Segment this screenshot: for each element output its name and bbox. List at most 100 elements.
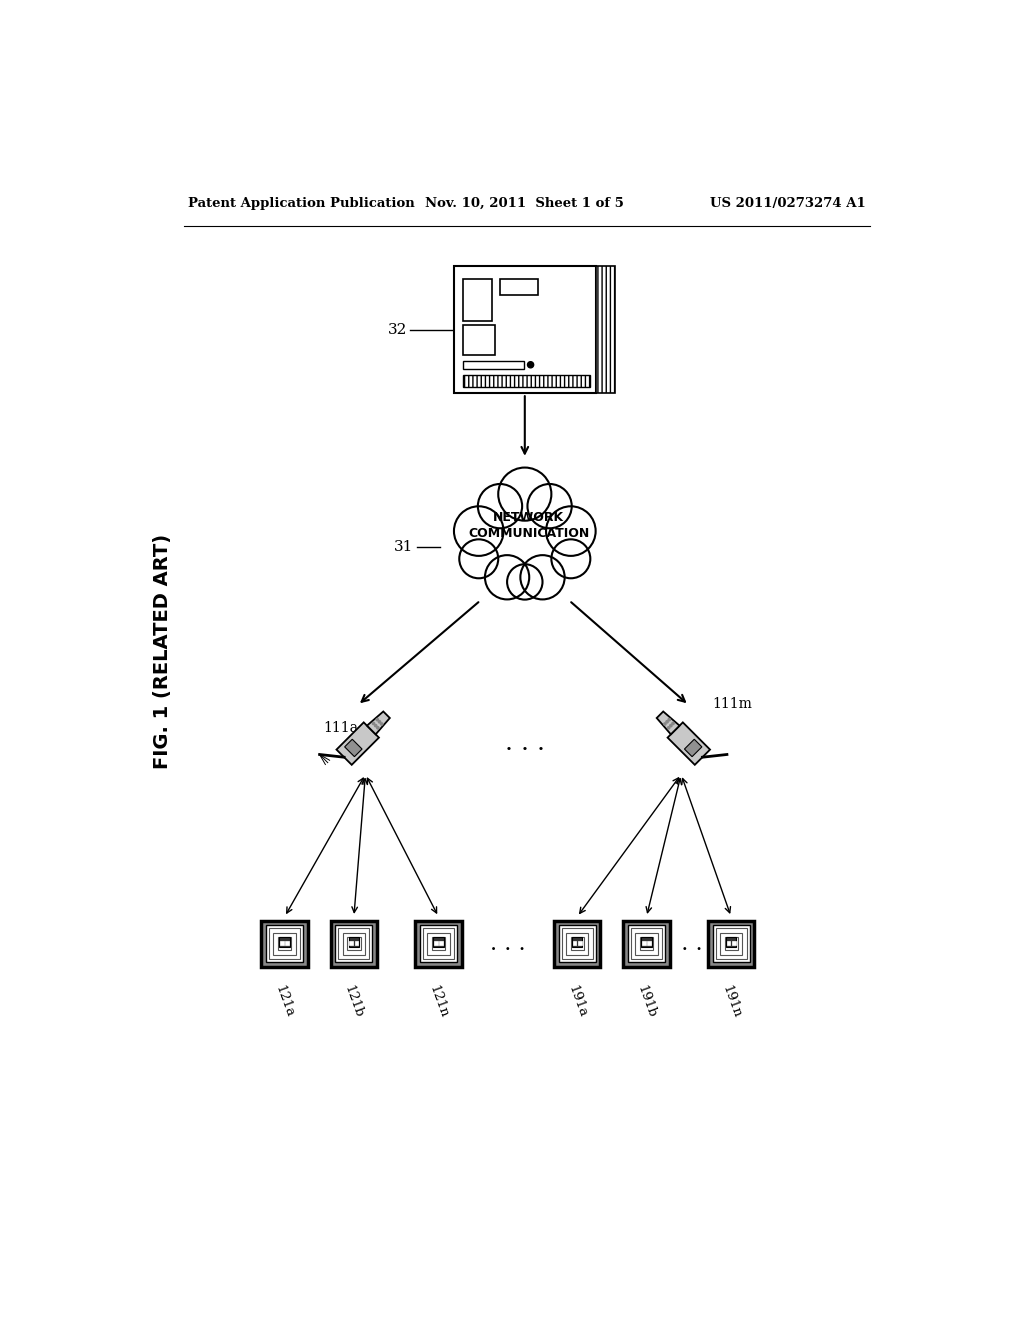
Bar bbox=[720, 933, 742, 954]
Circle shape bbox=[476, 487, 573, 585]
Text: Nov. 10, 2011  Sheet 1 of 5: Nov. 10, 2011 Sheet 1 of 5 bbox=[425, 197, 625, 210]
Circle shape bbox=[668, 726, 670, 729]
Circle shape bbox=[454, 507, 504, 556]
Circle shape bbox=[377, 726, 379, 729]
Bar bbox=[727, 941, 730, 945]
Bar bbox=[269, 928, 300, 960]
Bar bbox=[463, 326, 496, 355]
Bar bbox=[433, 937, 443, 948]
Polygon shape bbox=[367, 711, 390, 734]
Bar bbox=[726, 937, 736, 948]
Bar bbox=[416, 921, 462, 966]
Bar bbox=[566, 933, 588, 954]
Text: US 2011/0273274 A1: US 2011/0273274 A1 bbox=[711, 197, 866, 210]
Bar bbox=[561, 928, 593, 960]
Bar bbox=[439, 941, 443, 945]
Text: 31: 31 bbox=[394, 540, 413, 554]
Text: 191b: 191b bbox=[635, 983, 658, 1020]
Circle shape bbox=[478, 484, 522, 528]
Circle shape bbox=[373, 722, 375, 725]
Bar bbox=[349, 941, 353, 945]
Polygon shape bbox=[345, 739, 362, 756]
Bar bbox=[596, 267, 615, 393]
Circle shape bbox=[378, 721, 381, 723]
Circle shape bbox=[485, 556, 529, 599]
Bar bbox=[572, 941, 577, 945]
Bar bbox=[266, 925, 303, 962]
Bar bbox=[281, 941, 284, 945]
Bar bbox=[716, 928, 746, 960]
Text: 111a: 111a bbox=[323, 721, 358, 734]
Text: 121a: 121a bbox=[272, 983, 296, 1019]
Bar bbox=[331, 921, 377, 966]
Bar bbox=[420, 925, 457, 962]
Circle shape bbox=[664, 723, 666, 725]
Bar bbox=[338, 928, 370, 960]
Bar bbox=[640, 937, 653, 950]
Bar bbox=[641, 937, 651, 948]
Bar bbox=[354, 941, 358, 945]
Circle shape bbox=[375, 725, 377, 727]
Bar bbox=[631, 928, 662, 960]
Text: COMMUNICATION: COMMUNICATION bbox=[468, 527, 589, 540]
Bar bbox=[628, 925, 665, 962]
Bar bbox=[349, 937, 359, 948]
Circle shape bbox=[551, 540, 590, 578]
Polygon shape bbox=[656, 711, 680, 734]
Text: Patent Application Publication: Patent Application Publication bbox=[188, 197, 415, 210]
Circle shape bbox=[672, 722, 674, 725]
Bar bbox=[463, 375, 590, 387]
Circle shape bbox=[460, 540, 499, 578]
Polygon shape bbox=[337, 722, 379, 764]
Polygon shape bbox=[684, 739, 701, 756]
Circle shape bbox=[520, 556, 564, 599]
Bar bbox=[347, 937, 360, 950]
Bar bbox=[343, 933, 365, 954]
Bar bbox=[423, 928, 454, 960]
Text: . . .: . . . bbox=[505, 733, 545, 755]
Polygon shape bbox=[668, 722, 710, 764]
Circle shape bbox=[666, 721, 669, 723]
Bar bbox=[280, 937, 290, 948]
Bar bbox=[432, 937, 445, 950]
Circle shape bbox=[507, 564, 543, 599]
Bar bbox=[500, 279, 539, 296]
Bar bbox=[261, 921, 307, 966]
Bar bbox=[570, 937, 584, 950]
Text: NETWORK: NETWORK bbox=[494, 511, 564, 524]
Bar bbox=[278, 937, 291, 950]
Bar bbox=[713, 925, 750, 962]
Bar bbox=[732, 941, 735, 945]
Bar bbox=[554, 921, 600, 966]
Circle shape bbox=[668, 718, 671, 721]
Bar bbox=[642, 941, 646, 945]
Text: 191n: 191n bbox=[719, 983, 743, 1020]
Bar bbox=[647, 941, 651, 945]
Bar bbox=[434, 941, 438, 945]
Bar bbox=[286, 941, 289, 945]
Text: . . .: . . . bbox=[490, 933, 525, 954]
Bar bbox=[725, 937, 738, 950]
Text: FIG. 1 (RELATED ART): FIG. 1 (RELATED ART) bbox=[154, 533, 172, 768]
Bar bbox=[708, 921, 755, 966]
Bar bbox=[427, 933, 450, 954]
Text: 32: 32 bbox=[388, 322, 408, 337]
Circle shape bbox=[527, 362, 534, 368]
Text: . . .: . . . bbox=[668, 933, 702, 954]
Circle shape bbox=[381, 723, 383, 725]
Circle shape bbox=[546, 507, 596, 556]
Text: 121n: 121n bbox=[427, 983, 451, 1020]
Text: 191a: 191a bbox=[565, 983, 589, 1019]
Bar bbox=[635, 933, 657, 954]
Circle shape bbox=[527, 484, 571, 528]
Bar bbox=[572, 937, 583, 948]
Bar bbox=[463, 279, 493, 321]
Circle shape bbox=[499, 467, 551, 520]
Bar bbox=[273, 933, 296, 954]
Circle shape bbox=[376, 718, 379, 721]
Bar bbox=[463, 360, 524, 368]
Text: 121b: 121b bbox=[342, 983, 366, 1020]
Text: 111m: 111m bbox=[712, 697, 752, 711]
Bar bbox=[336, 925, 373, 962]
Bar bbox=[578, 941, 582, 945]
